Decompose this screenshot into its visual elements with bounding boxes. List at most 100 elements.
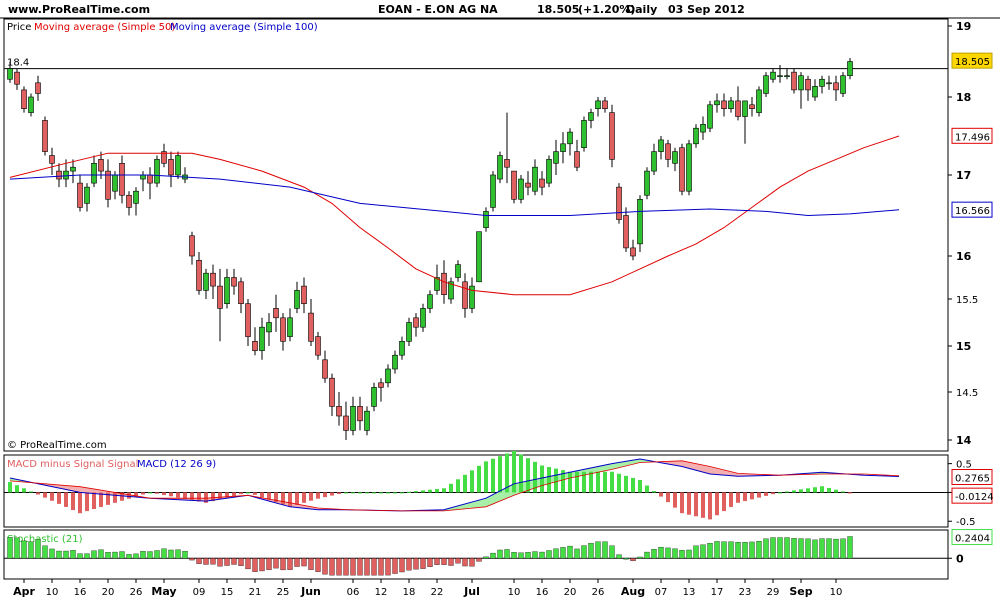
macd-hist-bar bbox=[337, 492, 341, 494]
indicator-ytick-label: 0 bbox=[956, 552, 964, 565]
indicator-bar bbox=[763, 538, 769, 559]
indicator-bar bbox=[525, 552, 531, 559]
macd-fill bbox=[52, 484, 59, 489]
candle-body bbox=[826, 82, 832, 85]
indicator-bar bbox=[413, 558, 419, 570]
macd-hist-bar bbox=[701, 492, 705, 518]
indicator-bar bbox=[434, 558, 440, 565]
candle-body bbox=[28, 96, 34, 113]
xtick-label: 18 bbox=[403, 587, 416, 598]
candle-body bbox=[392, 354, 398, 370]
macd-hist-bar bbox=[547, 467, 551, 493]
candle-body bbox=[427, 294, 433, 309]
macd-hist-bar bbox=[778, 492, 782, 494]
macd-hist-bar bbox=[806, 488, 810, 493]
indicator-bar bbox=[14, 537, 20, 559]
candle-body bbox=[133, 190, 139, 204]
indicator-bar bbox=[469, 558, 475, 567]
indicator-bar bbox=[112, 551, 118, 559]
macd-hist-bar bbox=[813, 487, 817, 493]
macd-hist-bar bbox=[694, 492, 698, 517]
macd-hist-bar bbox=[841, 491, 845, 493]
macd-hist-bar bbox=[575, 471, 579, 493]
indicator-bar bbox=[448, 558, 454, 566]
candle-body bbox=[7, 68, 13, 80]
candle-body bbox=[63, 170, 69, 180]
macd-hist-bar bbox=[253, 492, 257, 495]
indicator-bar bbox=[42, 545, 48, 559]
candle-body bbox=[609, 112, 615, 160]
candle-body bbox=[791, 71, 797, 91]
indicator-bar bbox=[609, 545, 615, 559]
candle-body bbox=[273, 308, 279, 319]
macd-hist-bar bbox=[92, 492, 96, 510]
xtick-label: 17 bbox=[711, 587, 724, 598]
indicator-bar bbox=[140, 551, 146, 559]
candle-body bbox=[448, 281, 454, 300]
indicator-bar bbox=[63, 550, 69, 559]
macd-hist-bar bbox=[85, 492, 89, 512]
macd-hist-bar bbox=[330, 492, 334, 496]
macd-hist-bar bbox=[638, 479, 642, 493]
xtick-label: May bbox=[151, 585, 176, 598]
candle-body bbox=[490, 174, 496, 208]
xtick-label: 12 bbox=[375, 587, 388, 598]
indicator-bar bbox=[819, 538, 825, 559]
candle-body bbox=[798, 75, 804, 91]
candle-body bbox=[462, 281, 468, 309]
macd-fill bbox=[703, 465, 710, 475]
indicator-bar bbox=[175, 549, 181, 559]
indicator-bar bbox=[574, 548, 580, 559]
macd-hist-bar bbox=[421, 490, 425, 493]
candle-body bbox=[70, 166, 76, 172]
candle-body bbox=[140, 174, 146, 180]
macd-hist-bar bbox=[729, 492, 733, 507]
xtick-label: 26 bbox=[130, 587, 143, 598]
candle-body bbox=[364, 410, 370, 431]
last-price-label: 18.505 bbox=[537, 3, 579, 16]
price-ytick-label: 14.5 bbox=[956, 388, 978, 399]
indicator-bar bbox=[532, 551, 538, 559]
candle-body bbox=[574, 151, 580, 168]
xtick-label: Sep bbox=[789, 585, 812, 598]
price-panel[interactable] bbox=[3, 18, 949, 452]
indicator-bar bbox=[266, 558, 272, 570]
signal-line bbox=[9, 460, 900, 512]
indicator-bar bbox=[721, 541, 727, 559]
candle-body bbox=[644, 170, 650, 196]
candle-body bbox=[287, 317, 293, 337]
legend-price: Price bbox=[7, 22, 31, 33]
candle-body bbox=[497, 155, 503, 180]
indicator-bar bbox=[329, 558, 335, 576]
macd-panel[interactable] bbox=[3, 454, 949, 528]
macd-hist-bar bbox=[792, 490, 796, 493]
candle-body bbox=[588, 112, 594, 121]
indicator-panel[interactable] bbox=[3, 529, 949, 580]
macd-hist-bar bbox=[302, 492, 306, 503]
macd-fill bbox=[689, 462, 696, 471]
legend-ma100: Moving average (Simple 100) bbox=[170, 22, 318, 33]
macd-badge: 0.2765 bbox=[955, 474, 990, 485]
indicator-bar bbox=[833, 538, 839, 559]
macd-hist-bar bbox=[785, 491, 789, 493]
indicator-bar bbox=[602, 541, 608, 559]
indicator-bar bbox=[210, 558, 216, 565]
indicator-bar bbox=[518, 552, 524, 559]
indicator-bar bbox=[231, 558, 237, 565]
macd-hist-bar bbox=[799, 489, 803, 493]
indicator-bar bbox=[7, 537, 13, 559]
candle-body bbox=[112, 174, 118, 192]
indicator-bar bbox=[693, 545, 699, 559]
macd-hist-bar bbox=[624, 475, 628, 493]
indicator-bar bbox=[259, 558, 265, 572]
candle-body bbox=[504, 159, 510, 168]
macd-hist-bar bbox=[22, 488, 26, 493]
candle-body bbox=[700, 124, 706, 133]
ma50-line bbox=[9, 135, 900, 296]
candle-body bbox=[616, 186, 622, 220]
macd-hist-bar bbox=[155, 492, 159, 494]
macd-hist-bar bbox=[169, 492, 173, 497]
macd-hist-bar bbox=[463, 474, 467, 493]
indicator-bar bbox=[553, 548, 559, 559]
